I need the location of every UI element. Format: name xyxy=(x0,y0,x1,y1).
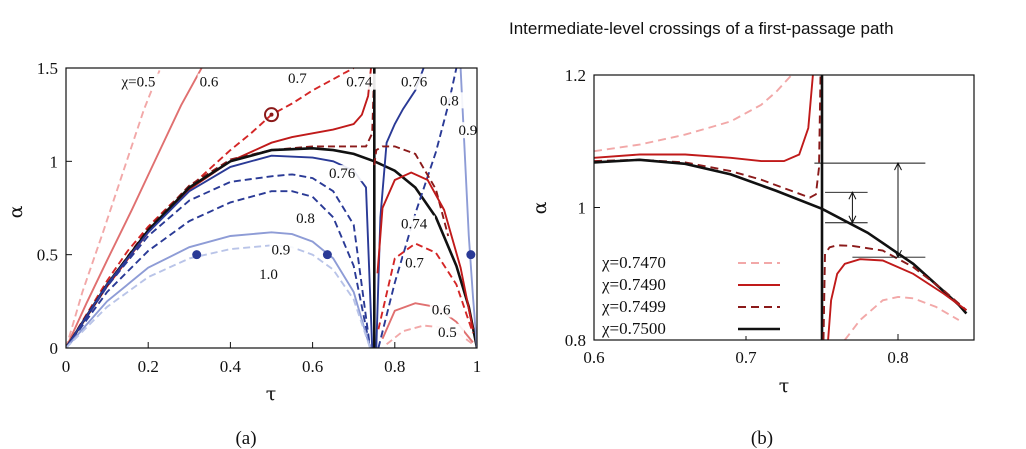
panel-a-x-label: τ xyxy=(266,383,277,405)
panel-a-curve-label-12: 0.7 xyxy=(405,256,424,272)
panel-a-y-tick-1: 0.5 xyxy=(37,246,58,265)
panel-a-curve-label-bg-9 xyxy=(269,241,298,258)
panel-a-marker-dot-1 xyxy=(322,250,332,260)
panel-a-curve-label-bg-13 xyxy=(429,301,458,318)
panel-a-curve-label-bg-1 xyxy=(197,73,226,90)
panel-a-curve-label-bg-12 xyxy=(403,254,432,271)
panel-a-x-tick-2: 0.4 xyxy=(220,357,242,376)
panel-a-x-tick-0: 0 xyxy=(62,357,71,376)
panel-a-markers xyxy=(192,107,476,260)
panel-b-arrow-head-down-0 xyxy=(848,215,857,224)
panel-a-marker-ring-center-3 xyxy=(269,112,274,117)
panel-b-series-7 xyxy=(844,295,960,340)
panel-a-series-0 xyxy=(66,68,162,348)
panel-a-curve-label-bg-2 xyxy=(285,69,314,86)
panel-a-y-tick-3: 1.5 xyxy=(37,59,58,78)
panel-a-series-1 xyxy=(66,68,203,348)
panel-a-y-tick-2: 1 xyxy=(50,152,59,171)
panel-a-series-2 xyxy=(66,68,355,348)
panel-a-curve-label-bg-10 xyxy=(257,265,286,282)
panel-a-caption: (a) xyxy=(235,428,256,449)
panel-a-x-tick-1: 0.2 xyxy=(138,357,159,376)
panel-a-x-ticks: 0 0.2 0.4 0.6 0.8 1 xyxy=(62,342,482,376)
panel-a-y-ticks: 0 0.5 1 1.5 xyxy=(37,59,72,358)
panel-b-legend-label-0: χ=0.7470 xyxy=(601,253,666,272)
panel-b-series-1 xyxy=(594,75,814,163)
panel-a-curve-label-bg-3 xyxy=(344,73,381,90)
panel-a-series-8 xyxy=(375,68,425,348)
panel-b-series-group xyxy=(594,75,968,340)
panel-b-legend-label-2: χ=0.7499 xyxy=(601,297,666,316)
panel-a-curve-label-4: 0.76 xyxy=(401,75,428,91)
panel-a-series-5 xyxy=(66,146,477,348)
panel-a-marker-dot-0 xyxy=(192,250,202,260)
panel-b: 0.6 0.7 0.8 0.811.2 χ=0.7470χ=0.7490χ=0.74… xyxy=(529,66,975,449)
panel-a-curve-label-bg-11 xyxy=(398,215,435,232)
panel-b-x-tick-0: 0.6 xyxy=(583,348,604,367)
panel-a-series-16 xyxy=(376,171,474,330)
panel-b-x-label: τ xyxy=(779,375,790,397)
panel-a-curve-label-bg-8 xyxy=(294,209,323,226)
panel-a-series-11 xyxy=(66,190,372,348)
panel-a-series-17 xyxy=(377,242,474,334)
panel-a-curve-label-bg-7 xyxy=(327,165,364,182)
panel-a-curve-label-13: 0.6 xyxy=(432,302,451,318)
panel-a-frame xyxy=(65,67,478,349)
panel-a-curve-label-3: 0.74 xyxy=(346,75,373,91)
panel-a-x-tick-5: 1 xyxy=(473,357,482,376)
panel-b-caption: (b) xyxy=(751,428,773,449)
panel-a-curve-label-1: 0.6 xyxy=(200,75,219,91)
panel-a-curve-labels: χ=0.5 0.6 0.7 0.74 0.760.80.90.760.80.91.00.… xyxy=(119,69,485,341)
panel-a-curve-label-7: 0.76 xyxy=(329,166,356,182)
panel-b-x-ticks: 0.6 0.7 0.8 xyxy=(583,334,909,367)
panel-a-curve-label-6: 0.9 xyxy=(459,123,478,139)
panel-a-curve-label-8: 0.8 xyxy=(296,211,315,227)
panel-b-series-0 xyxy=(594,75,793,153)
panel-a-curve-label-0: χ=0.5 xyxy=(120,75,155,91)
panel-b-x-tick-2: 0.8 xyxy=(887,348,908,367)
panel-a-marker-dot-2 xyxy=(466,250,476,260)
panel-b-legend: χ=0.7470 χ=0.7490 χ=0.7499 χ=0.7500 xyxy=(598,248,786,338)
panel-b-series-6 xyxy=(827,258,967,340)
panel-a: χ=0.5 0.6 0.7 0.74 0.760.80.90.760.80.91.00.… xyxy=(5,59,485,449)
panel-b-legend-label-3: χ=0.7500 xyxy=(601,319,666,338)
panel-a-curve-label-5: 0.8 xyxy=(440,93,459,109)
panel-b-series-5 xyxy=(822,244,968,340)
panel-a-curve-label-10: 1.0 xyxy=(259,267,278,283)
panel-a-curve-label-11: 0.74 xyxy=(401,217,428,233)
panel-a-series-9 xyxy=(66,173,372,348)
figure-title: Intermediate-level crossings of a first-… xyxy=(509,19,894,38)
panel-a-curve-label-14: 0.5 xyxy=(438,325,457,341)
panel-a-curve-label-2: 0.7 xyxy=(288,71,307,87)
panel-b-annotations xyxy=(814,161,926,259)
panel-b-arrow-head-down-1 xyxy=(894,249,902,259)
panel-b-arrow-head-up-0 xyxy=(848,191,857,200)
panel-a-marker-ring-3 xyxy=(264,107,279,123)
panel-a-curve-label-9: 0.9 xyxy=(272,243,291,259)
panel-a-curve-label-bg-5 xyxy=(438,92,467,109)
panel-a-y-tick-0: 0 xyxy=(50,339,59,358)
panel-a-curve-label-bg-0 xyxy=(119,73,164,90)
panel-b-y-tick-2: 1.2 xyxy=(565,66,586,85)
panel-b-y-tick-1: 1 xyxy=(578,199,587,218)
panel-a-series-15 xyxy=(373,145,450,237)
panel-a-series-group xyxy=(66,68,477,348)
panel-b-arrow-head-up-1 xyxy=(894,161,902,171)
panel-a-series-12 xyxy=(66,231,372,348)
panel-b-legend-label-1: χ=0.7490 xyxy=(601,275,666,294)
panel-a-y-label: α xyxy=(5,205,27,218)
panel-b-x-tick-1: 0.7 xyxy=(735,348,757,367)
panel-b-y-label: α xyxy=(529,201,551,214)
panel-b-y-ticks: 0.8 1 1.2 xyxy=(565,66,600,350)
panel-a-curve-label-bg-4 xyxy=(398,73,435,90)
panel-a-curve-label-bg-14 xyxy=(435,323,464,340)
panel-a-x-tick-3: 0.6 xyxy=(302,357,323,376)
panel-b-y-tick-0: 0.8 xyxy=(565,331,586,350)
panel-a-x-tick-4: 0.8 xyxy=(384,357,405,376)
panel-b-series-2 xyxy=(594,75,822,199)
